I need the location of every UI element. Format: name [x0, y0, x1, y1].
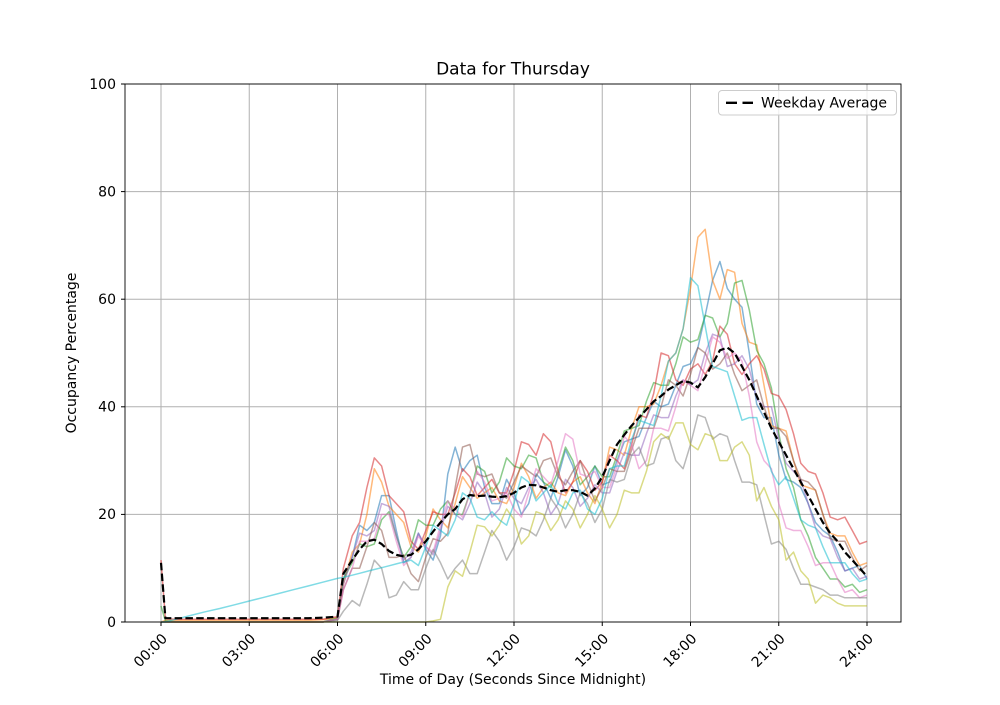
legend-box [718, 90, 897, 116]
y-axis-label: Occupancy Percentage [64, 273, 80, 434]
grid-lines [125, 83, 901, 623]
series-line-thursday-7 [161, 336, 868, 623]
series-line-thursday-4 [160, 325, 868, 621]
y-tick-label: 60 [98, 292, 116, 308]
x-axis-label: Time of Day (Seconds Since Midnight) [379, 672, 646, 688]
x-tick-label: 12:00 [484, 631, 524, 671]
x-tick-label: 06:00 [307, 631, 347, 671]
x-tick-label: 21:00 [749, 631, 789, 671]
average-line [159, 346, 868, 620]
chart-title: Data for Thursday [436, 60, 590, 80]
plot-border [124, 83, 902, 623]
axis-ticks: 0 20 40 60 80 100 00:00 03:00 06:00 09:00 12:00 15:… [89, 77, 877, 671]
series-line-thursday-8 [161, 414, 867, 623]
x-tick-label: 00:00 [131, 631, 171, 671]
legend-label: Weekday Average [761, 96, 887, 112]
x-tick-label: 24:00 [837, 631, 877, 671]
x-tick-label: 18:00 [660, 631, 700, 671]
x-tick-label: 09:00 [396, 631, 436, 671]
series-line-thursday-5 [161, 333, 868, 623]
x-tick-label: 15:00 [572, 631, 612, 671]
y-tick-label: 100 [89, 77, 116, 93]
series-line-thursday-10 [161, 276, 868, 623]
y-tick-label: 40 [98, 400, 116, 416]
y-tick-label: 80 [98, 184, 116, 200]
legend: Weekday Average [718, 90, 897, 116]
y-tick-label: 20 [98, 507, 116, 523]
x-tick-label: 03:00 [219, 631, 259, 671]
y-tick-label: 0 [107, 615, 116, 631]
